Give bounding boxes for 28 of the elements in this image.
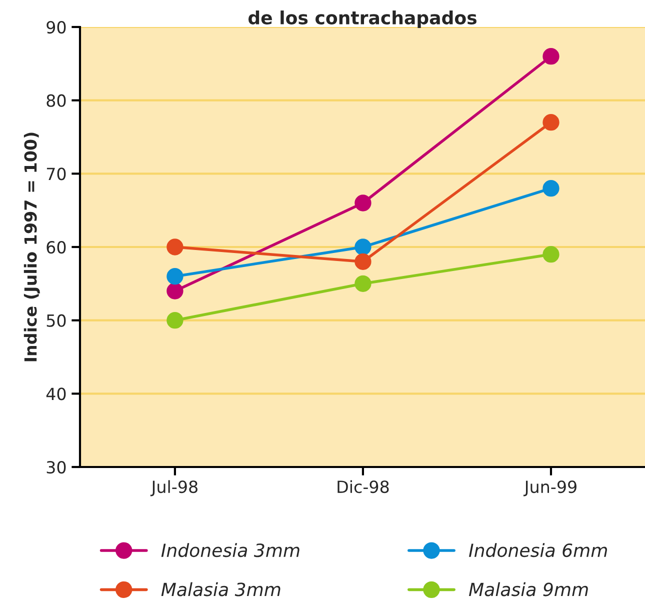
chart-title: de los contrachapados xyxy=(248,10,476,28)
point xyxy=(354,194,372,212)
y-tick-label: 30 xyxy=(46,460,66,474)
y-tick-label: 50 xyxy=(46,314,66,327)
legend-label: Indonesia 3mm xyxy=(161,543,300,558)
point xyxy=(354,275,372,292)
point xyxy=(166,238,184,256)
legend-label: Indonesia 6mm xyxy=(468,543,607,558)
y-tick-label: 40 xyxy=(46,388,66,400)
x-tick-label: Jul-98 xyxy=(150,480,198,496)
y-tick-label: 90 xyxy=(46,20,66,34)
y-axis-title: Indice (Julio 1997 = 100) xyxy=(24,132,40,362)
x-tick-label: Dic-98 xyxy=(338,480,389,494)
point xyxy=(542,48,560,65)
point xyxy=(542,180,560,197)
legend-label: Malasia 9mm xyxy=(468,582,588,596)
point xyxy=(166,312,184,329)
y-tick-label: 60 xyxy=(46,240,66,254)
point xyxy=(166,268,184,285)
y-tick-label: 70 xyxy=(46,168,66,180)
point xyxy=(354,253,372,270)
legend-label: Malasia 3mm xyxy=(161,582,280,596)
point xyxy=(542,246,560,263)
point xyxy=(166,282,184,300)
y-tick-label: 80 xyxy=(46,94,66,107)
x-tick-label: Jun-99 xyxy=(523,480,576,496)
point xyxy=(542,114,560,131)
point xyxy=(354,238,372,256)
